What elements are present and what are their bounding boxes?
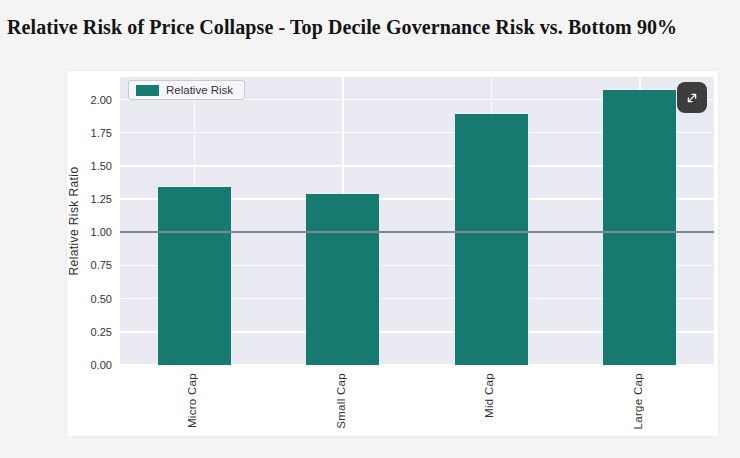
expand-button[interactable]: [677, 82, 707, 113]
y-tick-label: 1.00: [67, 225, 112, 239]
legend-swatch-icon: [136, 85, 159, 96]
chart-card: Relative Risk Relative Risk Ratio 0.000.…: [67, 71, 718, 436]
legend-label: Relative Risk: [166, 84, 233, 96]
y-tick-label: 0.50: [67, 292, 112, 306]
bar-mid-cap[interactable]: [455, 114, 528, 365]
page-title: Relative Risk of Price Collapse - Top De…: [7, 16, 677, 39]
y-tick-label: 0.25: [67, 325, 112, 339]
x-tick-label: Small Cap: [335, 373, 347, 429]
y-tick-label: 2.00: [67, 93, 112, 107]
x-tick-label: Large Cap: [632, 373, 644, 429]
x-tick-label: Micro Cap: [186, 373, 198, 428]
y-tick-label: 1.50: [67, 159, 112, 173]
legend: Relative Risk: [128, 80, 245, 100]
x-tick-label: Mid Cap: [483, 373, 495, 418]
y-tick-label: 1.25: [67, 192, 112, 206]
bar-micro-cap[interactable]: [158, 187, 231, 365]
y-tick-label: 0.00: [67, 358, 112, 372]
y-tick-label: 0.75: [67, 258, 112, 272]
bar-small-cap[interactable]: [306, 194, 379, 365]
plot-area: Relative Risk: [120, 77, 714, 365]
reference-line: [120, 231, 714, 233]
expand-icon: [683, 89, 701, 107]
bar-large-cap[interactable]: [603, 90, 676, 365]
y-tick-label: 1.75: [67, 126, 112, 140]
